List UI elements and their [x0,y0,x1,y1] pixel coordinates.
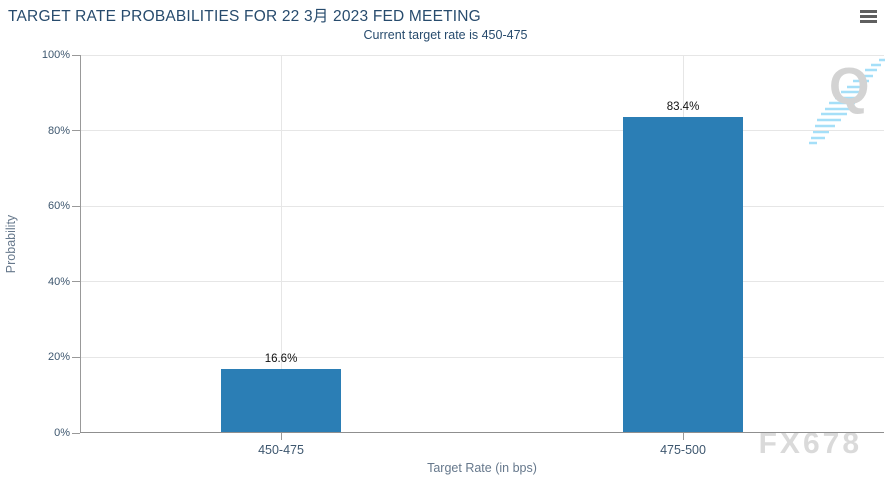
y-tick-mark [72,356,80,358]
logo-letter: Q [829,58,870,116]
x-axis-title: Target Rate (in bps) [427,461,537,475]
bar-value-label: 16.6% [264,353,298,366]
hamburger-icon [860,9,878,23]
y-axis-title: Probability [4,214,18,274]
y-tick-label: 80% [47,124,70,137]
y-tick-label: 20% [47,351,70,364]
y-tick-mark [72,281,80,283]
chart-title: TARGET RATE PROBABILITIES FOR 22 3月 2023… [8,8,481,25]
y-tick-mark [72,130,80,132]
chart-subtitle: Current target rate is 450-475 [363,28,528,42]
bar-value-label: 83.4% [666,100,700,113]
bar-450-475[interactable] [221,369,341,432]
y-tick-label: 60% [47,200,70,213]
plot-area: 0% 20% 40% 60% 80% 100% 16.6% 450-475 83.4% 475-5… [42,49,884,457]
logo-dashes-icon [809,58,885,145]
y-tick-mark [72,432,80,434]
context-menu-button[interactable] [858,7,880,27]
y-tick-label: 40% [47,275,70,288]
bar-475-500[interactable] [623,116,743,432]
gridline [280,55,282,433]
gridline [80,205,884,207]
y-axis-line [80,55,81,433]
gridline [80,130,884,132]
y-tick-label: 0% [54,427,70,439]
y-tick-label: 100% [41,49,70,61]
gridline [80,356,884,358]
x-tick-mark [280,433,282,440]
y-tick-mark [72,54,80,56]
x-category-label: 450-475 [258,443,304,457]
y-tick-mark [72,205,80,207]
gridline [80,54,884,56]
x-category-label: 475-500 [660,443,706,457]
x-axis-line [80,432,884,433]
q-logo-watermark: Q [795,55,891,150]
gridline [80,281,884,283]
x-tick-mark [682,433,684,440]
